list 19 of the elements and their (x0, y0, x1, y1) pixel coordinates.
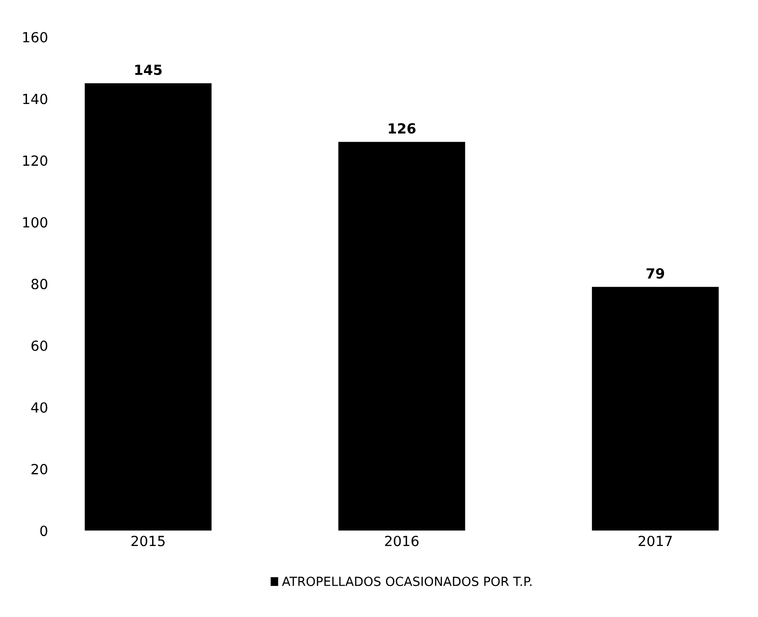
bar (84, 83, 212, 531)
y-tick-label: 80 (31, 278, 48, 290)
y-tick-label: 160 (23, 32, 48, 42)
y-tick-label: 140 (23, 94, 48, 104)
x-tick-label: 2015 (132, 536, 165, 546)
y-tick-label: 60 (31, 340, 48, 351)
data-label: 145 (135, 64, 162, 76)
bar (338, 142, 466, 531)
data-label: 126 (388, 123, 416, 134)
y-tick-label: 120 (23, 155, 48, 166)
y-tick-label: 100 (23, 217, 48, 228)
legend-label: ATROPELLADOS OCASIONADOS POR T.P. (282, 576, 532, 586)
data-label: 79 (646, 268, 664, 279)
x-tick-label: 2016 (385, 536, 419, 546)
bar (592, 286, 719, 531)
y-tick-label: 20 (32, 464, 48, 474)
y-tick-label: 40 (31, 402, 48, 413)
x-tick-label: 2017 (638, 536, 672, 546)
y-tick-label: 0 (40, 526, 48, 536)
